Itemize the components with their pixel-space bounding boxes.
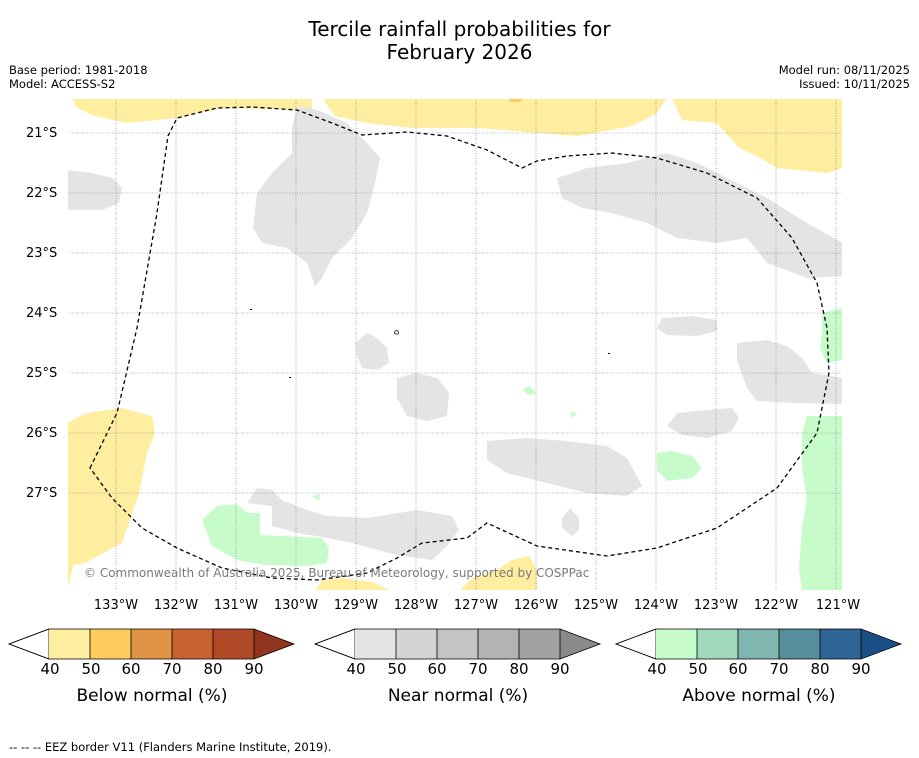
meta-left: Base period: 1981-2018 Model: ACCESS-S2 <box>9 63 148 91</box>
cb-near-tick-40: 40 <box>346 660 366 678</box>
cb-above-swatch-0 <box>656 629 697 659</box>
cb-above-swatch-3 <box>779 629 820 659</box>
lat-label-26s: 26°S <box>26 426 58 441</box>
cb-above-title: Above normal (%) <box>682 686 836 706</box>
cb-above-tick-80: 80 <box>810 660 830 678</box>
cb-above-swatch-1 <box>697 629 738 659</box>
cb-above-swatch-5 <box>861 629 901 659</box>
cb-above-tick-70: 70 <box>769 660 789 678</box>
cb-below-tick-40: 40 <box>40 660 60 678</box>
meta-right: Model run: 08/11/2025 Issued: 10/11/2025 <box>779 63 910 91</box>
lon-label-121w: 121°W <box>815 598 861 613</box>
below-normal-regions <box>67 98 843 591</box>
title-line-1: Tercile rainfall probabilities for <box>308 17 611 41</box>
cb-above-tick-60: 60 <box>728 660 748 678</box>
lat-label-25s: 25°S <box>26 366 58 381</box>
cb-below-swatch-5 <box>254 629 294 659</box>
colorbar-below-normal <box>8 628 296 660</box>
near-normal-regions <box>67 106 843 560</box>
cb-near-swatch-0 <box>355 629 396 659</box>
cb-near-swatch-3 <box>478 629 519 659</box>
lon-label-124w: 124°W <box>633 598 679 613</box>
cb-above-swatch-2 <box>738 629 779 659</box>
cb-above-tick-40: 40 <box>647 660 667 678</box>
lon-label-125w: 125°W <box>573 598 619 613</box>
lon-label-132w: 132°W <box>153 598 199 613</box>
cb-below-tick-80: 80 <box>203 660 223 678</box>
lat-label-24s: 24°S <box>26 306 58 321</box>
forecast-map <box>67 98 843 591</box>
cb-above-swatch-4 <box>820 629 861 659</box>
base-period: Base period: 1981-2018 <box>9 63 148 77</box>
cb-below-swatch-0 <box>49 629 90 659</box>
cb-below-title: Below normal (%) <box>76 686 228 706</box>
copyright-credit: © Commonwealth of Australia 2025, Bureau… <box>84 566 590 580</box>
cb-near-tick-60: 60 <box>427 660 447 678</box>
lon-label-123w: 123°W <box>693 598 739 613</box>
cb-near-title: Near normal (%) <box>387 686 529 706</box>
lon-label-130w: 130°W <box>273 598 319 613</box>
cb-below-swatch-3 <box>172 629 213 659</box>
lon-label-128w: 128°W <box>393 598 439 613</box>
cb-near-swatch-2 <box>437 629 478 659</box>
lat-label-21s: 21°S <box>26 126 58 141</box>
lon-label-131w: 131°W <box>213 598 259 613</box>
cb-near-tick-70: 70 <box>468 660 488 678</box>
cb-below-tick-70: 70 <box>162 660 182 678</box>
cb-above-tick-90: 90 <box>851 660 871 678</box>
colorbar-above-normal <box>615 628 903 660</box>
cb-near-swatch-1 <box>396 629 437 659</box>
cb-below-swatch-2 <box>131 629 172 659</box>
cb-above-tick-50: 50 <box>688 660 708 678</box>
map-frame <box>67 98 843 591</box>
cb-near-swatch-4 <box>519 629 560 659</box>
cb-near-tick-50: 50 <box>387 660 407 678</box>
lon-label-126w: 126°W <box>513 598 559 613</box>
cb-below-swatch-1 <box>90 629 131 659</box>
cb-below-tick-50: 50 <box>81 660 101 678</box>
issued-date: Issued: 10/11/2025 <box>799 77 910 91</box>
cb-below-tick-60: 60 <box>121 660 141 678</box>
cb-near-tick-80: 80 <box>509 660 529 678</box>
island-outline <box>394 330 399 335</box>
cb-near-swatch-5 <box>560 629 600 659</box>
model-run: Model run: 08/11/2025 <box>778 63 910 77</box>
lon-label-133w: 133°W <box>93 598 139 613</box>
colorbar-near-normal <box>314 628 602 660</box>
cb-near-tick-90: 90 <box>550 660 570 678</box>
map-title: Tercile rainfall probabilities for Febru… <box>0 18 919 64</box>
title-line-2: February 2026 <box>386 40 533 64</box>
lat-label-23s: 23°S <box>26 246 58 261</box>
gridlines <box>67 98 843 591</box>
lon-label-129w: 129°W <box>333 598 379 613</box>
cb-below-swatch-4 <box>213 629 254 659</box>
eez-legend-footnote: -- -- -- EEZ border V11 (Flanders Marine… <box>9 740 332 754</box>
above-normal-regions <box>202 308 843 591</box>
eez-border <box>89 106 830 581</box>
lat-label-22s: 22°S <box>26 186 58 201</box>
lon-label-127w: 127°W <box>453 598 499 613</box>
island-markers <box>250 309 610 378</box>
cb-below-tick-90: 90 <box>244 660 264 678</box>
model-name: Model: ACCESS-S2 <box>9 77 116 91</box>
lon-label-122w: 122°W <box>753 598 799 613</box>
lat-label-27s: 27°S <box>26 486 58 501</box>
